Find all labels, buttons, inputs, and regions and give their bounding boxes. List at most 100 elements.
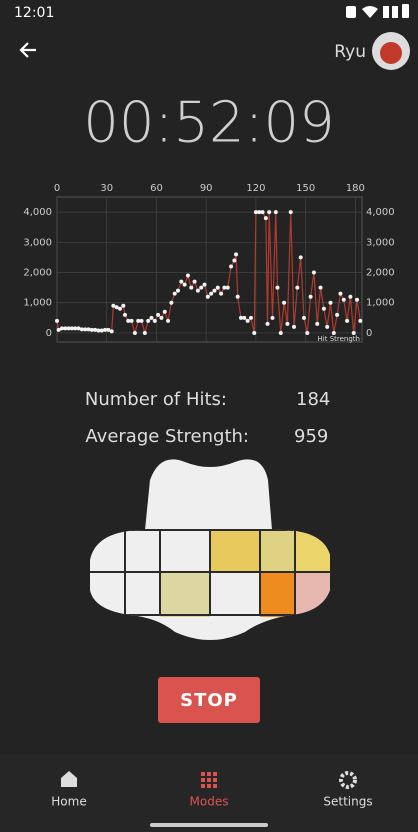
y2-tick-label: 3,000: [366, 237, 395, 248]
data-point: [121, 303, 126, 308]
bottom-nav: [0, 755, 418, 832]
nav-label[interactable]: Home: [51, 795, 86, 809]
data-point: [209, 291, 214, 296]
stat-label: Average Strength:: [85, 426, 249, 447]
data-point: [270, 315, 275, 320]
data-point: [99, 328, 104, 333]
data-point: [295, 285, 300, 290]
heat-cell: [210, 530, 260, 572]
data-point: [205, 294, 210, 299]
data-point: [355, 297, 360, 302]
user-name: Ryu: [334, 42, 366, 62]
data-point: [263, 216, 268, 221]
data-point: [109, 329, 114, 334]
data-point: [235, 294, 240, 299]
data-point: [215, 285, 220, 290]
data-point: [63, 326, 68, 331]
data-point: [282, 300, 287, 305]
x-tick-label: 90: [200, 183, 213, 194]
y-tick-label: 0: [46, 328, 52, 339]
stat-value: 959: [294, 426, 328, 447]
nav-label[interactable]: Modes: [190, 795, 229, 809]
data-point: [298, 255, 303, 260]
data-point: [345, 318, 350, 323]
stat-label: Number of Hits:: [85, 389, 227, 410]
modes-icon[interactable]: [201, 772, 217, 788]
data-point: [234, 252, 239, 257]
data-point: [285, 321, 290, 326]
settings-icon[interactable]: [339, 771, 357, 789]
home-indicator: [150, 823, 268, 827]
data-point: [292, 324, 297, 329]
data-point: [195, 288, 200, 293]
y2-tick-label: 0: [366, 328, 372, 339]
data-point: [166, 318, 171, 323]
chart: 0 0 1,000 1,000 2,000 2,000 3,000 3,000 4,000 4,0…: [23, 183, 394, 343]
data-point: [325, 324, 330, 329]
data-point: [179, 279, 184, 284]
data-point: [348, 294, 353, 299]
data-point: [222, 285, 227, 290]
nav-label[interactable]: Settings: [323, 795, 372, 809]
data-point: [59, 326, 64, 331]
x-tick-label: 120: [246, 183, 265, 194]
data-point: [335, 312, 340, 317]
stop-button[interactable]: [158, 677, 260, 723]
data-point: [265, 321, 270, 326]
heat-cell: [260, 530, 295, 572]
y2-tick-label: 2,000: [366, 268, 395, 279]
data-point: [69, 326, 74, 331]
data-point: [301, 315, 306, 320]
data-point: [129, 318, 134, 323]
data-point: [321, 306, 326, 311]
data-point: [273, 210, 278, 215]
data-point: [225, 285, 230, 290]
data-point: [114, 305, 119, 310]
data-point: [162, 309, 167, 314]
status-time: 12:01: [14, 5, 54, 21]
data-point: [117, 306, 122, 311]
data-point: [103, 327, 108, 332]
data-point: [122, 312, 127, 317]
data-point: [189, 285, 194, 290]
data-point: [159, 315, 164, 320]
data-point: [252, 330, 257, 335]
data-point: [156, 312, 161, 317]
data-point: [66, 326, 71, 331]
back-button[interactable]: [19, 42, 36, 58]
home-icon[interactable]: [61, 771, 77, 787]
data-point: [79, 327, 84, 332]
data-point: [212, 288, 217, 293]
data-point: [311, 270, 316, 275]
data-point: [328, 300, 333, 305]
data-point: [253, 210, 258, 215]
data-point: [199, 285, 204, 290]
data-point: [73, 326, 78, 331]
data-point: [248, 315, 253, 320]
data-point: [182, 282, 187, 287]
data-point: [136, 318, 141, 323]
data-point: [86, 327, 91, 332]
data-point: [126, 318, 131, 323]
data-point: [55, 318, 59, 323]
x-tick-label: 180: [346, 183, 365, 194]
data-point: [111, 303, 116, 308]
data-point: [149, 315, 154, 320]
x-tick-label: 30: [100, 183, 113, 194]
avatar-detail: [380, 42, 402, 64]
data-point: [318, 285, 323, 290]
data-point: [260, 210, 265, 215]
data-point: [192, 279, 197, 284]
data-point: [315, 321, 320, 326]
data-point: [106, 327, 111, 332]
heat-cell: [160, 572, 210, 617]
stop-button-label: STOP: [180, 690, 238, 711]
data-point: [278, 330, 283, 335]
data-point: [176, 288, 181, 293]
x-tick-label: 0: [54, 183, 60, 194]
y-tick-label: 4,000: [23, 207, 52, 218]
data-point: [238, 315, 243, 320]
x-tick-label: 60: [150, 183, 163, 194]
data-point: [83, 327, 88, 332]
